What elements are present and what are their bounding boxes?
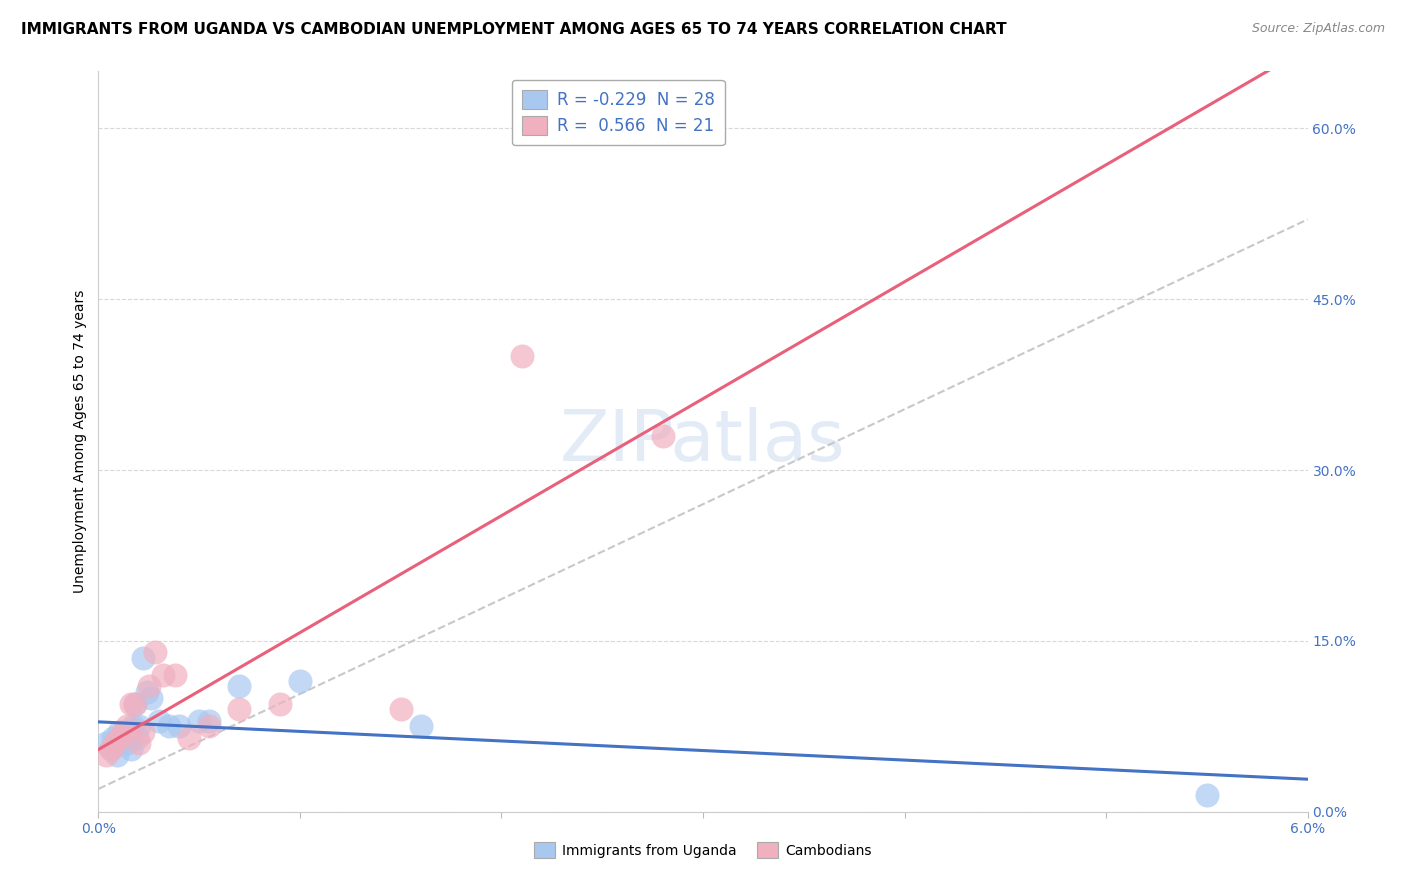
Point: [120, 742, 142, 756]
Point: [100, 742, 122, 756]
Point: [124, 697, 146, 711]
Point: [1195, 788, 1218, 802]
Point: [110, 731, 132, 745]
Point: [118, 731, 141, 745]
Text: Source: ZipAtlas.com: Source: ZipAtlas.com: [1251, 22, 1385, 36]
Point: [651, 429, 673, 443]
Point: [167, 719, 190, 733]
Point: [269, 697, 291, 711]
Point: [228, 702, 250, 716]
Point: [111, 731, 134, 745]
Point: [115, 719, 138, 733]
Point: [288, 673, 311, 688]
Point: [132, 725, 155, 739]
Point: [101, 731, 124, 745]
Point: [124, 697, 146, 711]
Text: ZIPatlas: ZIPatlas: [560, 407, 846, 476]
Point: [228, 680, 250, 694]
Point: [148, 714, 170, 728]
Point: [111, 725, 134, 739]
Point: [132, 651, 155, 665]
Point: [143, 645, 166, 659]
Point: [107, 731, 129, 745]
Point: [100, 742, 122, 756]
Point: [139, 690, 162, 705]
Point: [107, 725, 129, 739]
Point: [115, 736, 138, 750]
Y-axis label: Unemployment Among Ages 65 to 74 years: Unemployment Among Ages 65 to 74 years: [73, 290, 87, 593]
Point: [135, 685, 157, 699]
Point: [103, 736, 125, 750]
Point: [105, 747, 128, 762]
Point: [103, 736, 125, 750]
Point: [121, 719, 143, 733]
Point: [510, 349, 533, 363]
Point: [179, 731, 201, 745]
Point: [128, 736, 150, 750]
Point: [198, 714, 221, 728]
Point: [128, 719, 150, 733]
Point: [409, 719, 432, 733]
Point: [198, 719, 221, 733]
Point: [157, 719, 180, 733]
Point: [389, 702, 412, 716]
Point: [125, 731, 148, 745]
Point: [114, 725, 136, 739]
Point: [96, 747, 118, 762]
Point: [96, 736, 118, 750]
Text: IMMIGRANTS FROM UGANDA VS CAMBODIAN UNEMPLOYMENT AMONG AGES 65 TO 74 YEARS CORRE: IMMIGRANTS FROM UGANDA VS CAMBODIAN UNEM…: [21, 22, 1007, 37]
Point: [120, 697, 142, 711]
Point: [163, 668, 186, 682]
Legend: Immigrants from Uganda, Cambodians: Immigrants from Uganda, Cambodians: [529, 837, 877, 864]
Point: [152, 668, 174, 682]
Point: [188, 714, 211, 728]
Point: [138, 680, 160, 694]
